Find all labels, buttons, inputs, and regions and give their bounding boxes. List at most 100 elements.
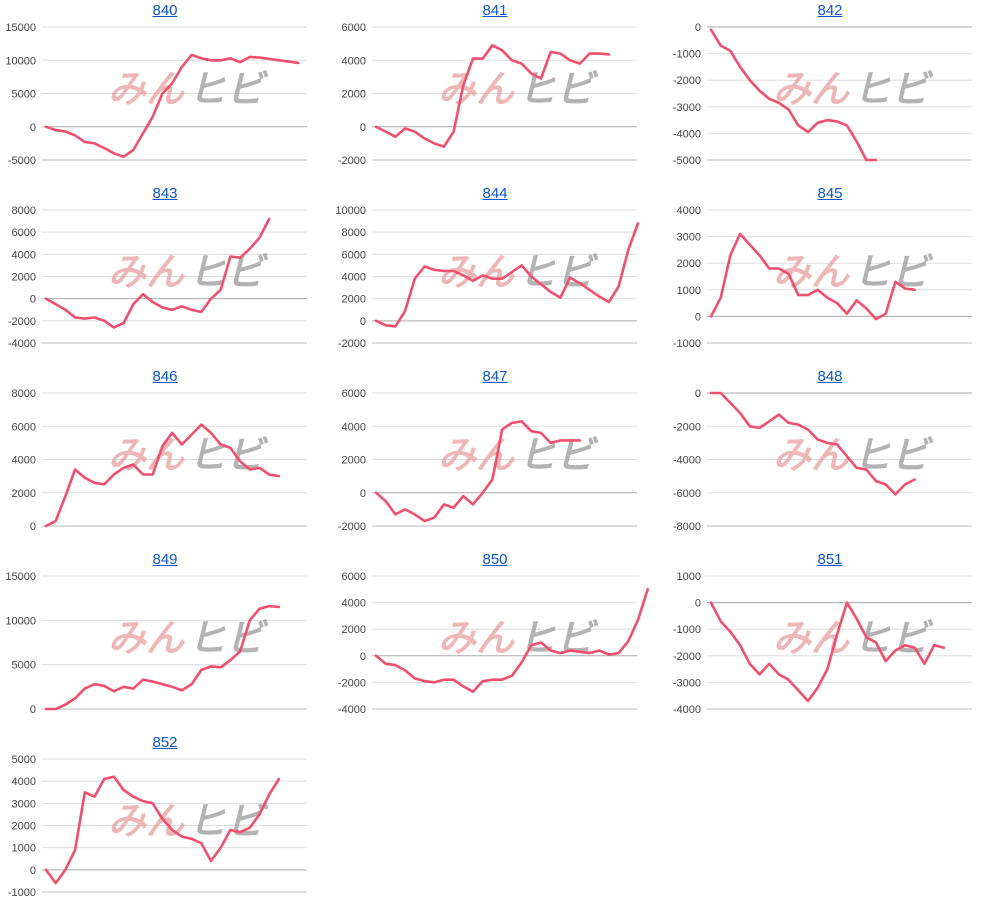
chart-title-link[interactable]: 849	[152, 551, 178, 568]
chart-title-link[interactable]: 841	[482, 2, 508, 19]
chart-title-link[interactable]: 843	[152, 185, 178, 202]
y-tick-label: 0	[30, 521, 36, 533]
y-tick-label: -4000	[8, 338, 36, 350]
chart-panel-846: 846 8000 6000 4000 2000 0 みん ヒビ	[0, 366, 330, 546]
watermark-logo: みん ヒビ	[773, 435, 934, 477]
line-chart: 1000 0 -1000 -2000 -3000 -4000 みん ヒビ	[673, 571, 972, 716]
y-tick-label: 6000	[342, 571, 366, 583]
y-tick-label: -2000	[8, 316, 36, 328]
svg-text:ヒビ: ヒビ	[188, 69, 269, 111]
y-tick-label: 0	[695, 22, 701, 34]
chart-title-link[interactable]: 847	[482, 368, 508, 385]
y-tick-label: -4000	[673, 704, 701, 716]
y-tick-label: -1000	[8, 887, 36, 899]
line-chart: 8000 6000 4000 2000 0 みん ヒビ	[12, 388, 307, 533]
line-chart: 15000 10000 5000 0 みん ヒビ	[5, 571, 307, 716]
line-chart: 15000 10000 5000 0 -5000 みん ヒビ	[5, 22, 307, 167]
chart-panel-845: 845 4000 3000 2000 1000 0 -1000 みん ヒビ	[665, 183, 995, 363]
y-tick-label: -1000	[673, 624, 701, 636]
y-tick-label: 0	[695, 311, 701, 323]
y-tick-label: 2000	[12, 821, 36, 833]
series-line	[44, 775, 281, 885]
series-line	[709, 232, 917, 321]
svg-text:みん: みん	[108, 252, 185, 294]
y-tick-label: -2000	[338, 155, 366, 167]
series-line	[374, 221, 640, 328]
chart-panel-840: 840 15000 10000 5000 0 -5000 みん ヒビ	[0, 0, 330, 180]
svg-text:ヒビ: ヒビ	[188, 252, 269, 294]
series-line	[374, 43, 611, 148]
y-tick-label: 4000	[677, 205, 701, 217]
y-tick-label: 10000	[5, 55, 36, 67]
svg-text:みん: みん	[438, 435, 515, 477]
y-tick-label: 6000	[342, 22, 366, 34]
series-line	[44, 217, 271, 329]
y-tick-label: 2000	[12, 272, 36, 284]
chart-panel-848: 848 0 -2000 -4000 -6000 -8000 みん ヒビ	[665, 366, 995, 546]
y-tick-label: -2000	[338, 677, 366, 689]
chart-title-link[interactable]: 846	[152, 368, 178, 385]
series-line	[374, 587, 650, 693]
y-tick-label: 8000	[342, 227, 366, 239]
chart-title-link[interactable]: 850	[482, 551, 508, 568]
y-tick-label: 0	[360, 122, 366, 134]
y-tick-label: -1000	[673, 49, 701, 61]
svg-text:ヒビ: ヒビ	[518, 69, 599, 111]
svg-text:ヒビ: ヒビ	[188, 435, 269, 477]
y-tick-label: 3000	[677, 232, 701, 244]
y-tick-label: 0	[30, 294, 36, 306]
watermark-logo: みん ヒビ	[438, 252, 599, 294]
watermark-logo: みん ヒビ	[108, 618, 269, 660]
y-tick-label: 6000	[12, 421, 36, 433]
y-tick-label: 2000	[342, 89, 366, 101]
y-tick-label: -4000	[673, 455, 701, 467]
svg-text:みん: みん	[438, 252, 515, 294]
y-tick-label: 4000	[342, 598, 366, 610]
y-tick-label: -5000	[8, 155, 36, 167]
y-tick-label: -2000	[673, 75, 701, 87]
y-tick-label: -2000	[338, 338, 366, 350]
svg-text:みん: みん	[773, 69, 850, 111]
chart-title-link[interactable]: 840	[152, 2, 178, 19]
chart-title-link[interactable]: 848	[817, 368, 843, 385]
series-line	[709, 601, 946, 703]
svg-text:みん: みん	[438, 69, 515, 111]
y-tick-label: -5000	[673, 155, 701, 167]
watermark-logo: みん ヒビ	[773, 69, 934, 111]
y-tick-label: 15000	[5, 571, 36, 583]
chart-panel-852: 852 5000 4000 3000 2000 1000 0 -1000 みん ヒビ	[0, 732, 330, 912]
chart-title-link[interactable]: 845	[817, 185, 843, 202]
watermark-logo: みん ヒビ	[108, 69, 269, 111]
series-line	[44, 53, 300, 158]
watermark-logo: みん ヒビ	[108, 435, 269, 477]
y-tick-label: -2000	[673, 651, 701, 663]
y-tick-label: 2000	[342, 624, 366, 636]
series-line	[374, 419, 582, 523]
chart-title-link[interactable]: 852	[152, 734, 178, 751]
y-tick-label: 2000	[342, 455, 366, 467]
y-tick-label: -1000	[673, 338, 701, 350]
chart-title-link[interactable]: 844	[482, 185, 508, 202]
svg-text:みん: みん	[773, 435, 850, 477]
chart-title-link[interactable]: 851	[817, 551, 843, 568]
y-tick-label: 0	[695, 388, 701, 400]
svg-text:みん: みん	[773, 618, 850, 660]
y-tick-label: 4000	[342, 272, 366, 284]
watermark-logo: みん ヒビ	[108, 801, 269, 843]
line-chart: 0 -1000 -2000 -3000 -4000 -5000 みん ヒビ	[673, 22, 972, 167]
line-chart: 8000 6000 4000 2000 0 -2000 -4000 みん ヒビ	[8, 205, 307, 350]
y-tick-label: 2000	[342, 294, 366, 306]
y-tick-label: 8000	[12, 205, 36, 217]
y-tick-label: 5000	[12, 89, 36, 101]
y-tick-label: -4000	[673, 128, 701, 140]
svg-text:みん: みん	[108, 618, 185, 660]
watermark-logo: みん ヒビ	[773, 618, 934, 660]
y-tick-label: -8000	[673, 521, 701, 533]
svg-text:ヒビ: ヒビ	[188, 801, 269, 843]
chart-title-link[interactable]: 842	[817, 2, 843, 19]
watermark-logo: みん ヒビ	[438, 618, 599, 660]
series-line	[709, 28, 878, 162]
y-tick-label: 6000	[342, 249, 366, 261]
